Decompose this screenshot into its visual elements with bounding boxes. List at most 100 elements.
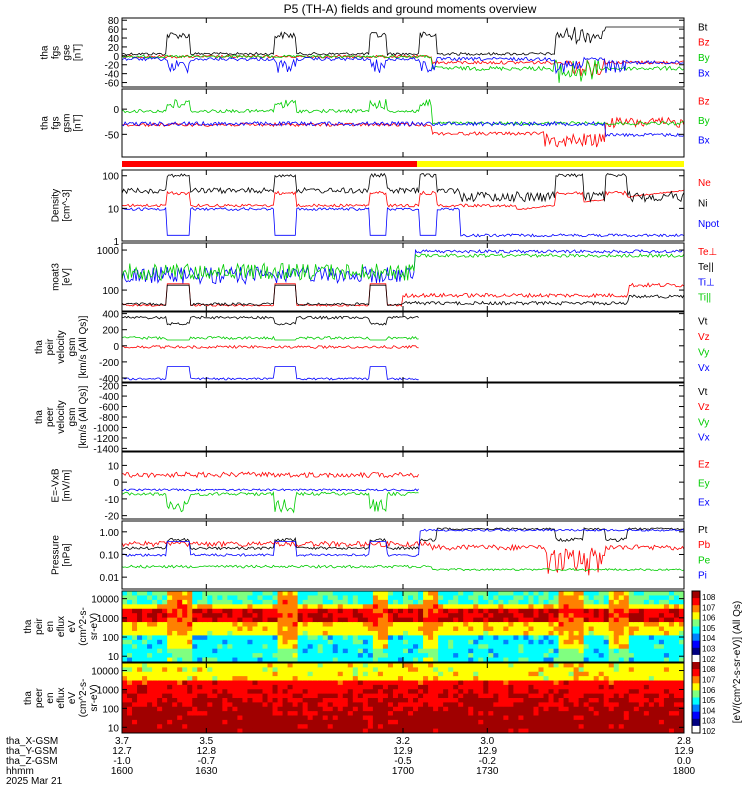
spectrogram-cell <box>603 630 610 636</box>
spectrogram-cell <box>187 639 193 645</box>
spectrogram-cell <box>458 644 464 650</box>
spectrogram-cell <box>277 684 284 690</box>
spectrogram-cell <box>357 676 364 681</box>
spectrogram-cell <box>563 680 570 686</box>
spectrogram-cell <box>322 604 329 610</box>
spectrogram-cell <box>563 653 570 659</box>
spectrogram-cell <box>423 591 429 596</box>
y-tick-label: 1.00 <box>100 528 120 539</box>
spectrogram-cell <box>423 698 429 703</box>
spectrogram-cell <box>357 711 364 716</box>
spectrogram-cell <box>633 657 640 663</box>
spectrogram-cell <box>478 698 484 703</box>
spectrogram-cell <box>192 604 198 610</box>
spectrogram-cell <box>127 648 133 654</box>
spectrogram-cell <box>463 599 469 605</box>
spectrogram-cell <box>673 719 680 725</box>
spectrogram-cell <box>297 667 304 673</box>
spectrogram-cell <box>342 608 349 614</box>
spectrogram-cell <box>433 657 439 663</box>
spectrogram-cell <box>488 591 494 596</box>
spectrogram-cell <box>202 728 208 734</box>
spectrogram-cell <box>372 613 379 619</box>
spectrogram-cell <box>648 663 655 668</box>
spectrogram-cell <box>327 644 334 650</box>
spectrogram-cell <box>678 648 685 654</box>
spectrogram-cell <box>157 689 163 695</box>
spectrogram-cell <box>202 591 208 596</box>
spectrogram-cell <box>598 663 605 668</box>
spectrogram-cell <box>628 630 635 636</box>
spectrogram-cell <box>362 698 369 703</box>
spectrogram-cell <box>182 711 188 716</box>
spectrogram-cell <box>272 604 279 610</box>
spectrogram-cell <box>538 663 544 668</box>
spectrogram-cell <box>132 702 138 708</box>
spectrogram-cell <box>332 613 339 619</box>
spectrogram-cell <box>603 657 610 663</box>
spectrogram-cell <box>503 657 509 663</box>
spectrogram-cell <box>678 711 685 716</box>
spectrogram-cell <box>413 684 419 690</box>
spectrogram-cell <box>468 630 474 636</box>
spectrogram-cell <box>377 626 384 632</box>
spectrogram-cell <box>643 604 650 610</box>
spectrogram-cell <box>152 644 158 650</box>
spectrogram-cell <box>583 595 590 601</box>
spectrogram-cell <box>247 653 253 659</box>
spectrogram-cell <box>558 711 565 716</box>
legend-entry: Vt <box>698 387 708 398</box>
spectrogram-cell <box>292 613 299 619</box>
spectrogram-cell <box>172 622 178 627</box>
spectrogram-cell <box>438 613 444 619</box>
spectrogram-cell <box>513 711 519 716</box>
spectrogram-cell <box>297 626 304 632</box>
spectrogram-cell <box>357 715 364 721</box>
spectrogram-cell <box>663 711 670 716</box>
spectrogram-cell <box>593 706 600 712</box>
spectrogram-cell <box>533 724 539 730</box>
spectrogram-cell <box>508 728 514 734</box>
spectrogram-cell <box>292 630 299 636</box>
spectrogram-cell <box>668 719 675 725</box>
spectrogram-cell <box>317 608 324 614</box>
spectrogram-cell <box>628 676 635 681</box>
spectrogram-cell <box>327 613 334 619</box>
spectrogram-cell <box>468 622 474 627</box>
spectrogram-cell <box>252 702 258 708</box>
spectrogram-cell <box>302 684 309 690</box>
spectrogram-cell <box>362 617 369 623</box>
spectrogram-cell <box>648 724 655 730</box>
spectrogram-cell <box>252 715 258 721</box>
spectrogram-cell <box>237 719 243 725</box>
spectrogram-cell <box>583 698 590 703</box>
spectrogram-cell <box>137 719 143 725</box>
spectrogram-cell <box>127 622 133 627</box>
spectrogram-cell <box>473 657 479 663</box>
spectrogram-cell <box>548 648 555 654</box>
y-tick-label: -20 <box>105 61 120 72</box>
spectrogram-cell <box>468 635 474 641</box>
spectrogram-cell <box>367 667 374 673</box>
spectrogram-cell <box>312 667 319 673</box>
spectrogram-cell <box>443 639 449 645</box>
spectrogram-cell <box>167 711 173 716</box>
spectrogram-cell <box>423 639 429 645</box>
spectrogram-cell <box>147 667 153 673</box>
spectrogram-cell <box>277 604 284 610</box>
spectrogram-cell <box>498 635 504 641</box>
spectrogram-cell <box>638 617 645 623</box>
spectrogram-cell <box>142 667 148 673</box>
spectrogram-cell <box>668 653 675 659</box>
spectrogram-cell <box>453 608 459 614</box>
spectrogram-cell <box>488 630 494 636</box>
spectrogram-cell <box>167 653 173 659</box>
spectrogram-cell <box>618 657 625 663</box>
spectrogram-cell <box>433 648 439 654</box>
spectrogram-cell <box>508 630 514 636</box>
spectrogram-cell <box>493 657 499 663</box>
spectrogram-cell <box>663 676 670 681</box>
spectrogram-cell <box>152 635 158 641</box>
spectrogram-cell <box>377 630 384 636</box>
spectrogram-cell <box>267 698 274 703</box>
